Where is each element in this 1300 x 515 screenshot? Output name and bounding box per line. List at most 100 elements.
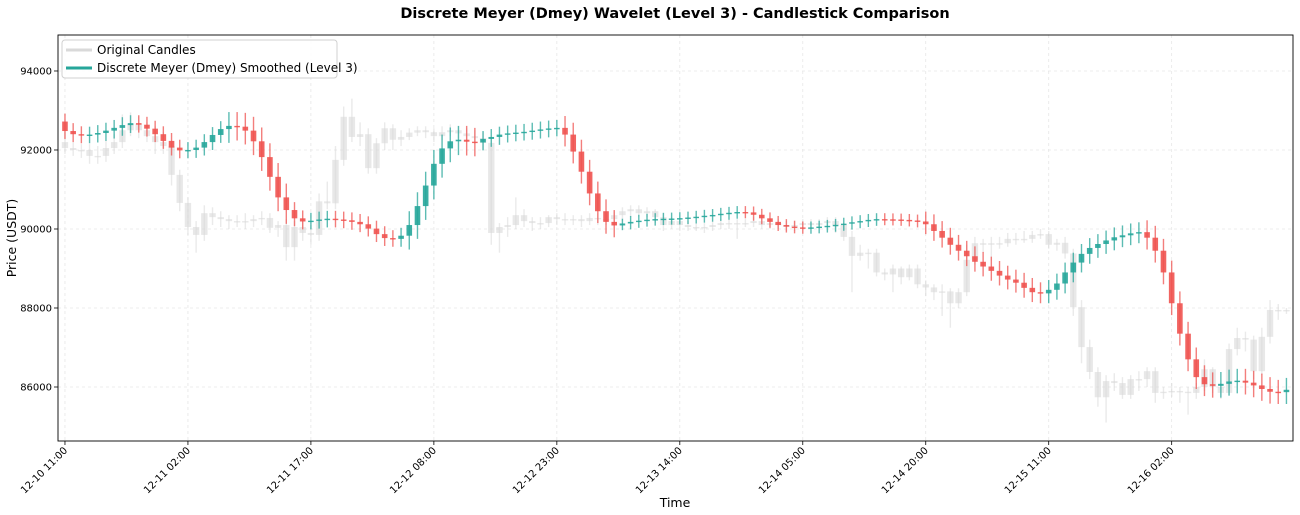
candle-body: [652, 219, 659, 221]
original-candle: [906, 264, 913, 281]
legend-label-smoothed: Discrete Meyer (Dmey) Smoothed (Level 3): [97, 61, 358, 75]
candle-body: [422, 185, 429, 207]
smoothed-candle: [660, 212, 667, 226]
candle-body: [1102, 381, 1110, 398]
candle-body: [643, 211, 651, 214]
original-candle: [1168, 383, 1175, 397]
candle-body: [324, 218, 331, 221]
candle-body: [86, 134, 93, 136]
original-candle: [545, 215, 552, 228]
original-candle: [709, 221, 716, 231]
smoothed-candle: [955, 234, 962, 261]
candle-body: [201, 213, 208, 235]
smoothed-candle: [398, 227, 404, 247]
smoothed-candle: [906, 213, 913, 227]
smoothed-candle: [127, 115, 134, 134]
candle-body: [349, 220, 355, 222]
candle-body: [619, 223, 626, 226]
smoothed-candle: [119, 117, 126, 136]
candle-body: [914, 220, 921, 222]
candle-body: [848, 236, 856, 256]
candle-body: [1168, 390, 1175, 393]
candle-body: [881, 219, 888, 221]
candle-body: [939, 230, 945, 238]
original-candle: [1176, 387, 1184, 403]
candle-body: [332, 159, 339, 204]
smoothed-candle: [226, 112, 232, 143]
smoothed-candle: [529, 122, 536, 140]
original-candle: [955, 288, 962, 308]
candle-body: [110, 142, 118, 149]
original-candle: [742, 219, 749, 228]
smoothed-candle: [742, 206, 749, 219]
candle-body: [1234, 380, 1241, 383]
candle-body: [930, 287, 938, 293]
candle-body: [340, 219, 347, 221]
smoothed-candle: [439, 134, 445, 178]
candle-body: [193, 147, 199, 150]
candle-body: [1095, 244, 1101, 248]
candle-body: [816, 226, 822, 229]
original-candle: [922, 280, 929, 297]
original-candle: [1053, 238, 1061, 251]
original-candle: [914, 264, 921, 289]
original-candle: [1127, 375, 1134, 399]
candle-body: [1259, 385, 1265, 389]
smoothed-candle: [914, 214, 921, 228]
candle-body: [176, 174, 183, 203]
candle-body: [274, 225, 282, 228]
smoothed-candle: [1168, 260, 1175, 316]
candle-body: [119, 130, 126, 143]
candle-body: [1266, 309, 1274, 337]
candle-body: [775, 221, 781, 226]
smoothed-candle: [406, 211, 413, 250]
smoothed-candle: [1127, 223, 1134, 246]
smoothed-candle: [865, 213, 872, 228]
candle-body: [619, 211, 626, 216]
original-candle: [996, 236, 1003, 249]
candle-body: [1275, 391, 1282, 394]
smoothed-candle: [1177, 291, 1183, 346]
candle-body: [545, 128, 552, 130]
candle-body: [1004, 238, 1011, 244]
smoothed-candle: [332, 210, 339, 228]
smoothed-candle: [111, 119, 117, 139]
smoothed-candle: [1185, 321, 1191, 372]
candle-body: [906, 268, 913, 278]
candle-body: [184, 202, 192, 228]
smoothed-candle: [463, 125, 470, 156]
x-tick-label: 12-13 14:00: [634, 445, 685, 496]
smoothed-candle: [308, 212, 314, 230]
candle-body: [308, 220, 314, 223]
smoothed-candle: [258, 127, 265, 171]
candle-body: [570, 134, 577, 152]
smoothed-candle: [996, 260, 1003, 286]
candle-body: [627, 221, 634, 224]
candle-body: [1152, 371, 1159, 393]
x-tick-label: 12-14 20:00: [880, 445, 931, 496]
original-candle: [397, 130, 405, 147]
x-tick-label: 12-11 02:00: [142, 445, 193, 496]
candle-body: [627, 209, 634, 212]
smoothed-candle: [1078, 244, 1085, 273]
original-candle: [865, 248, 872, 269]
original-candle: [356, 122, 364, 147]
original-candle: [1275, 304, 1282, 320]
candle-body: [1045, 234, 1052, 245]
candle-body: [291, 227, 298, 248]
candle-body: [1242, 380, 1249, 383]
candle-body: [840, 223, 847, 226]
candle-body: [578, 151, 585, 172]
candle-body: [922, 284, 929, 288]
original-candle: [201, 205, 208, 241]
original-candle: [78, 144, 85, 158]
candle-body: [1258, 336, 1266, 372]
smoothed-candle: [1160, 238, 1167, 285]
candle-body: [307, 232, 315, 235]
candle-body: [513, 132, 519, 135]
candle-body: [488, 142, 495, 233]
smoothed-candle: [86, 126, 93, 144]
original-candle: [1119, 377, 1126, 399]
candle-body: [1045, 289, 1052, 294]
